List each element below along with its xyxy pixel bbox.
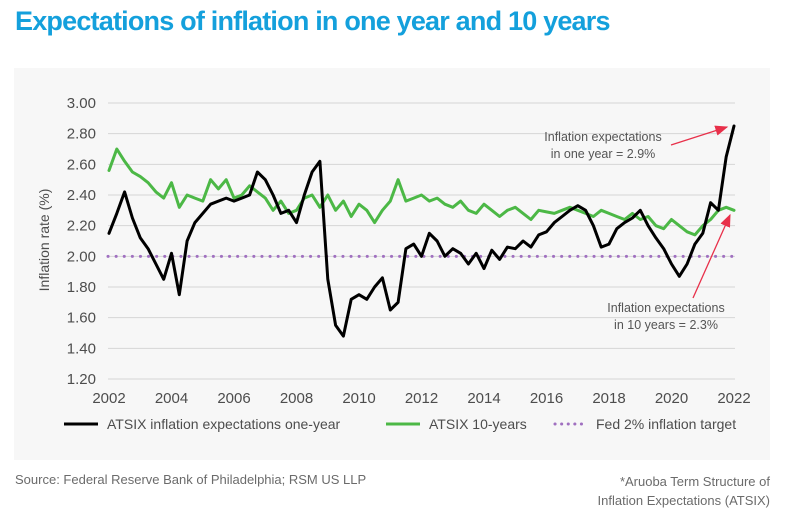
footnote-line1: *Aruoba Term Structure of	[619, 474, 770, 489]
footnote-line2: Inflation Expectations (ATSIX)	[597, 493, 770, 508]
y-tick-label: 2.60	[67, 156, 96, 173]
annotation-arrow-ten-year	[692, 213, 731, 299]
y-tick-label: 2.20	[67, 218, 96, 235]
series-one-year	[107, 124, 736, 338]
x-tick-label: 2002	[92, 390, 125, 407]
y-tick-label: 2.40	[67, 187, 96, 204]
x-tick-label: 2006	[217, 390, 250, 407]
series-ten-year	[107, 147, 736, 237]
footnote: *Aruoba Term Structure of Inflation Expe…	[598, 472, 770, 510]
x-tick-label: 2020	[655, 390, 688, 407]
legend-label-ten-year: ATSIX 10-years	[429, 416, 527, 432]
y-tick-label: 1.20	[67, 371, 96, 388]
x-tick-label: 2022	[717, 390, 750, 407]
x-tick-label: 2004	[155, 390, 188, 407]
y-tick-label: 1.80	[67, 279, 96, 296]
x-tick-label: 2016	[530, 390, 563, 407]
y-tick-label: 3.00	[67, 95, 96, 112]
x-tick-label: 2012	[405, 390, 438, 407]
y-tick-label: 2.80	[67, 126, 96, 143]
source-note: Source: Federal Reserve Bank of Philadel…	[15, 472, 367, 487]
y-tick-label: 1.40	[67, 340, 96, 357]
x-tick-label: 2008	[280, 390, 313, 407]
y-tick-label: 1.60	[67, 310, 96, 327]
legend-label-one-year: ATSIX inflation expectations one-year	[107, 416, 341, 432]
annotation-arrow-one-year	[670, 125, 729, 146]
annotation-one-year-line2: in one year = 2.9%	[551, 147, 656, 161]
y-tick-label: 2.00	[67, 248, 96, 265]
annotation-ten-year-line2: in 10 years = 2.3%	[614, 318, 718, 332]
annotation-ten-year-line1: Inflation expectations	[607, 301, 724, 315]
x-tick-label: 2018	[592, 390, 625, 407]
x-tick-label: 2014	[467, 390, 500, 407]
annotation-one-year-line1: Inflation expectations	[544, 130, 661, 144]
y-axis-label: Inflation rate (%)	[36, 189, 52, 292]
chart-title: Expectations of inflation in one year an…	[15, 6, 610, 36]
legend-label-target: Fed 2% inflation target	[596, 416, 736, 432]
x-tick-label: 2010	[342, 390, 375, 407]
